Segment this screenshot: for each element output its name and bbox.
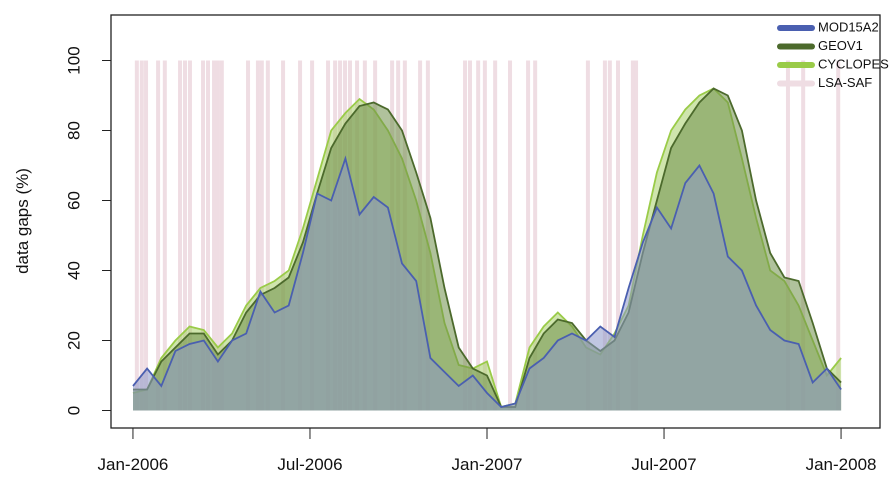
y-tick-label: 20 [64, 331, 83, 350]
gap-bar [281, 60, 286, 411]
gap-bar [265, 60, 270, 411]
gap-bar [476, 60, 481, 411]
gap-bar [801, 60, 806, 411]
gap-bar [182, 60, 187, 411]
gap-bar [468, 60, 473, 411]
gap-bar [634, 60, 639, 411]
gap-bar [201, 60, 206, 411]
x-tick-label: Jan-2007 [452, 455, 523, 474]
x-tick-label: Jan-2008 [806, 455, 877, 474]
x-tick-label: Jul-2007 [631, 455, 696, 474]
gap-bar [187, 60, 192, 411]
gap-bar [616, 60, 621, 411]
gap-bar [493, 60, 498, 411]
gap-bar [219, 60, 224, 411]
gap-bar [463, 60, 468, 411]
gap-bar [785, 60, 790, 411]
gap-bar [246, 60, 251, 411]
gap-bar [144, 60, 149, 411]
y-tick-label: 80 [64, 121, 83, 140]
y-tick-label: 0 [64, 406, 83, 415]
gap-bar [630, 60, 635, 411]
gap-bar [259, 60, 264, 411]
gap-bar [139, 60, 144, 411]
gap-bar [255, 60, 260, 411]
gap-bar [178, 60, 183, 411]
y-tick-label: 60 [64, 191, 83, 210]
legend-label: LSA-SAF [818, 75, 872, 90]
gap-bar [602, 60, 607, 411]
area-line [132, 155, 842, 408]
gap-bar [215, 60, 220, 411]
area-line [133, 87, 842, 408]
gap-bar [162, 60, 167, 411]
gap-bar [482, 60, 487, 411]
gap-bar [206, 60, 211, 411]
legend-label: MOD15A2 [818, 19, 879, 34]
gap-bar [508, 60, 513, 411]
gap-bar [134, 60, 139, 411]
area-fill [133, 158, 842, 411]
y-axis-label: data gaps (%) [13, 168, 32, 274]
x-tick-label: Jul-2006 [277, 455, 342, 474]
gap-bar [212, 60, 217, 411]
legend: MOD15A2 GEOV1 CYCLOPES LSA-SAF [777, 19, 889, 90]
gap-bar [156, 60, 161, 411]
y-tick-label: 40 [64, 261, 83, 280]
gap-bar [836, 60, 841, 411]
gap-bar [526, 60, 531, 411]
legend-label: GEOV1 [818, 38, 863, 53]
gap-bar [607, 60, 612, 411]
gap-bar [533, 60, 538, 411]
plot-frame [110, 14, 881, 429]
legend-label: CYCLOPES [818, 56, 889, 71]
y-tick-label: 100 [64, 46, 83, 74]
gap-bar [585, 60, 590, 411]
x-tick-label: Jan-2006 [98, 455, 169, 474]
